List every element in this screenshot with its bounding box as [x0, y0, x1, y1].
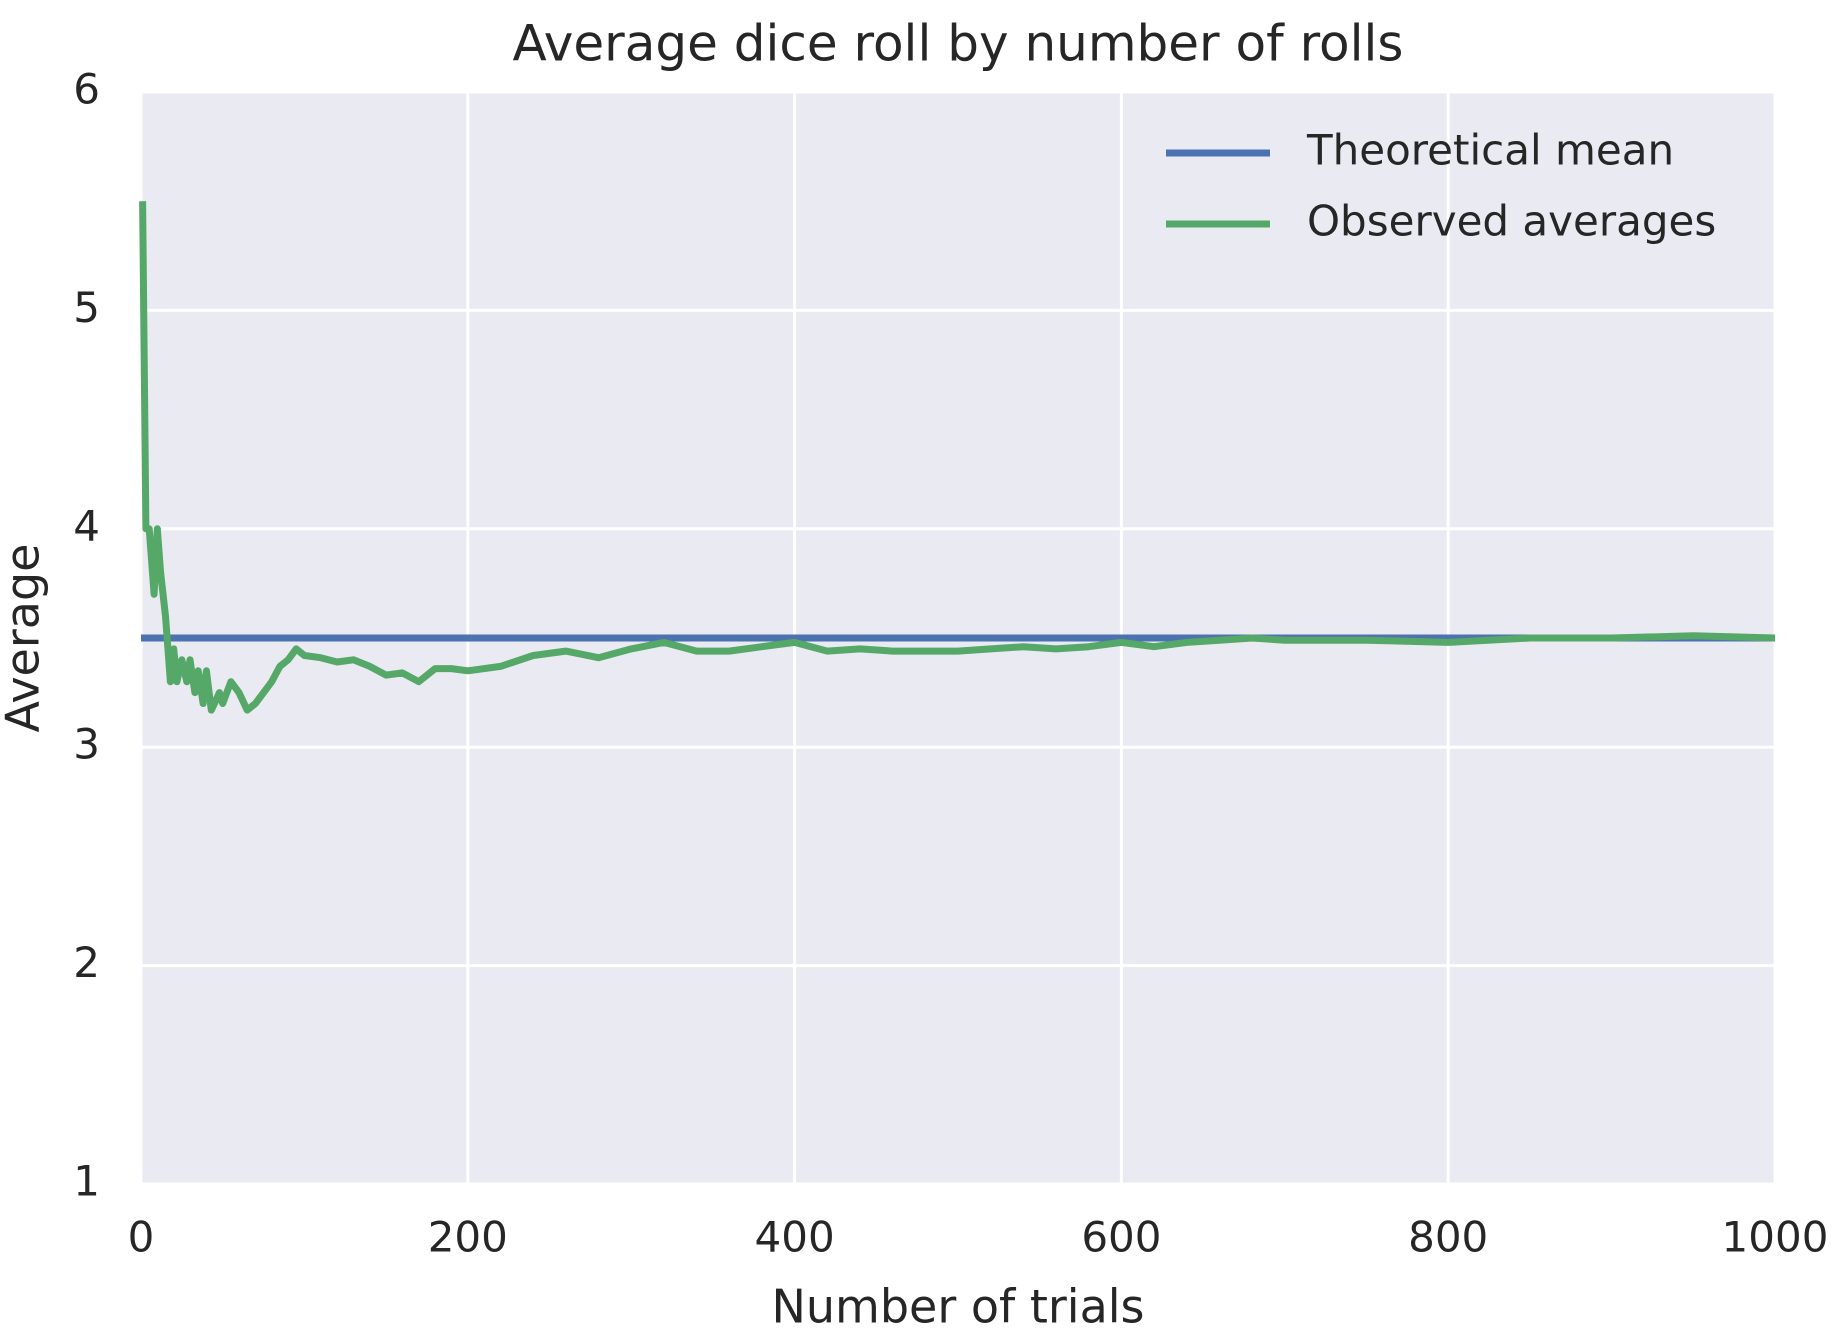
legend-label: Observed averages — [1307, 197, 1716, 246]
x-tick-label: 0 — [128, 1213, 155, 1262]
chart-title: Average dice roll by number of rolls — [513, 15, 1404, 73]
x-tick-label: 600 — [1081, 1213, 1161, 1262]
x-tick-label: 1000 — [1722, 1213, 1829, 1262]
y-tick-label: 4 — [73, 501, 100, 550]
y-tick-label: 3 — [73, 720, 100, 769]
y-tick-label: 5 — [73, 283, 100, 332]
x-axis-label: Number of trials — [771, 1280, 1144, 1334]
x-tick-label: 800 — [1408, 1213, 1488, 1262]
x-tick-label: 200 — [428, 1213, 508, 1262]
y-tick-label: 2 — [73, 938, 100, 987]
y-tick-label: 1 — [73, 1157, 100, 1206]
legend-label: Theoretical mean — [1306, 126, 1674, 175]
x-tick-label: 400 — [755, 1213, 835, 1262]
data-line — [139, 201, 1776, 714]
y-axis-label: Average — [0, 544, 50, 733]
y-tick-label: 6 — [73, 65, 100, 114]
